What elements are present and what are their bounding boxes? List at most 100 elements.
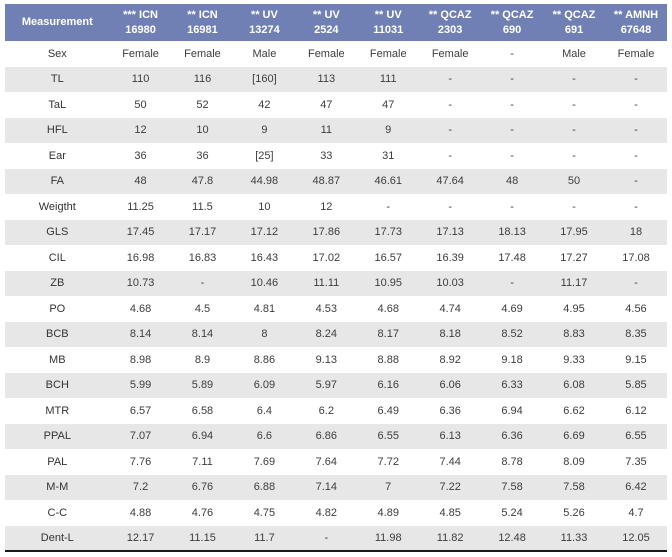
cell-value: 8.18 <box>439 328 461 341</box>
cell-value: [25] <box>255 149 274 162</box>
cell-value: 5.24 <box>501 506 523 519</box>
specimen-id-line2: 67648 <box>620 23 652 36</box>
cell-value: 8.52 <box>501 328 523 341</box>
table-row: Weigtht 11.25 11.5 10 12 - - - - - <box>5 194 667 220</box>
cell-value: 18.13 <box>498 226 526 239</box>
cell-value: - <box>634 124 638 137</box>
cell-value: 7.11 <box>192 455 213 468</box>
cell-value: 47.64 <box>436 175 464 188</box>
cell-value: 12 <box>320 200 333 213</box>
cell-value: - <box>510 149 514 162</box>
cell-value: 8.86 <box>253 353 276 366</box>
cell-value: 6.94 <box>191 430 214 443</box>
specimen-id-line1: ** QCAZ <box>552 9 596 22</box>
cell-value: - <box>448 98 452 111</box>
cell-value: 7.35 <box>625 455 647 468</box>
cell-value: Male <box>252 47 277 60</box>
cell-value: 6.12 <box>625 404 647 417</box>
cell-value: 6.94 <box>501 404 523 417</box>
table-row: M-M 7.2 6.76 6.88 7.14 7 7.22 7.58 7.58 6.42 <box>5 474 667 500</box>
cell-value: 4.68 <box>129 302 152 315</box>
cell-value: 6.55 <box>377 430 399 443</box>
cell-value: 17.17 <box>188 226 217 239</box>
cell-value: - <box>510 98 514 111</box>
table-row: FA 48 47.8 44.98 48.87 46.61 47.64 48 50 - <box>5 168 667 194</box>
cell-value: 6.13 <box>439 430 461 443</box>
column-header-specimen: ** QCAZ 690 <box>481 4 544 41</box>
row-label: CIL <box>48 251 66 264</box>
cell-value: 17.12 <box>250 226 279 239</box>
column-header-specimen: ** UV 11031 <box>357 4 420 41</box>
cell-value: 52 <box>196 98 209 111</box>
cell-value: 36 <box>196 149 209 162</box>
cell-value: 7.64 <box>315 455 338 468</box>
cell-value: 9.18 <box>501 353 523 366</box>
cell-value: 10 <box>258 200 271 213</box>
cell-value: 17.73 <box>374 226 402 239</box>
cell-value: 10 <box>196 124 209 137</box>
specimen-id-line2: 11031 <box>373 23 404 36</box>
column-header-specimen: ** UV 13274 <box>233 4 296 41</box>
cell-value: 8.78 <box>501 455 523 468</box>
cell-value: 5.97 <box>315 379 338 392</box>
cell-value: 47 <box>382 98 395 111</box>
cell-value: 10.73 <box>126 277 155 290</box>
specimen-id-line2: 691 <box>564 23 584 36</box>
cell-value: 7.76 <box>129 455 152 468</box>
cell-value: - <box>510 124 514 137</box>
cell-value: 36 <box>134 149 147 162</box>
cell-value: 4.82 <box>315 506 338 519</box>
column-header-specimen: ** AMNH 67648 <box>604 4 667 41</box>
table-row: Sex Female Female Male Female Female Female - Ma… <box>5 41 667 67</box>
cell-value: 9.13 <box>315 353 338 366</box>
row-label: Weigtht <box>38 200 76 213</box>
row-label: MTR <box>45 404 70 417</box>
column-header-specimen: ** ICN 16981 <box>171 4 234 41</box>
table-row: BCB 8.14 8.14 8 8.24 8.17 8.18 8.52 8.83 8.35 <box>5 321 667 347</box>
specimen-id-line2: 2524 <box>314 23 339 36</box>
row-label: BCH <box>45 379 69 392</box>
cell-value: - <box>324 531 329 544</box>
table-row: PO 4.68 4.5 4.81 4.53 4.68 4.74 4.69 4.95 4.56 <box>5 296 667 322</box>
cell-value: - <box>386 200 391 213</box>
cell-value: 11.5 <box>192 200 213 213</box>
table-body: Sex Female Female Male Female Female Female - Ma… <box>5 41 667 551</box>
cell-value: - <box>510 47 514 60</box>
cell-value: - <box>634 175 638 188</box>
column-header-measurement: Measurement <box>5 4 110 41</box>
cell-value: 12 <box>134 124 147 137</box>
cell-value: Female <box>122 47 159 60</box>
cell-value: Female <box>184 47 221 60</box>
cell-value: Female <box>307 47 345 60</box>
cell-value: 12.17 <box>126 531 155 544</box>
cell-value: 7.07 <box>129 430 152 443</box>
cell-value: [160] <box>252 73 277 86</box>
cell-value: - <box>448 73 452 86</box>
cell-value: 16.39 <box>436 251 464 264</box>
specimen-id-line2: 13274 <box>249 23 280 36</box>
cell-value: 7.22 <box>439 481 461 494</box>
cell-value: 7.2 <box>132 481 149 494</box>
table-row: TaL 50 52 42 47 47 - - - - <box>5 92 667 118</box>
cell-value: - <box>634 149 638 162</box>
cell-value: 113 <box>317 73 336 86</box>
column-header-specimen: ** QCAZ 2303 <box>419 4 482 41</box>
cell-value: - <box>634 98 638 111</box>
table-row: ZB 10.73 - 10.46 11.11 10.95 10.03 - 11.17 - <box>5 270 667 296</box>
cell-value: 6.09 <box>253 379 276 392</box>
table-row: BCH 5.99 5.89 6.09 5.97 6.16 6.06 6.33 6.08 5.85 <box>5 372 667 398</box>
cell-value: 6.49 <box>377 404 399 417</box>
row-label: PO <box>49 302 66 315</box>
specimen-id-line2: 16981 <box>187 23 218 36</box>
cell-value: 48 <box>505 175 519 188</box>
cell-value: 17.48 <box>498 251 526 264</box>
cell-value: - <box>448 200 452 213</box>
cell-value: - <box>200 277 205 290</box>
cell-value: 17.08 <box>622 251 650 264</box>
cell-value: - <box>572 73 576 86</box>
cell-value: 8.83 <box>563 328 585 341</box>
cell-value: 18 <box>629 226 643 239</box>
cell-value: 11.17 <box>560 277 588 290</box>
cell-value: 8 <box>261 328 268 341</box>
